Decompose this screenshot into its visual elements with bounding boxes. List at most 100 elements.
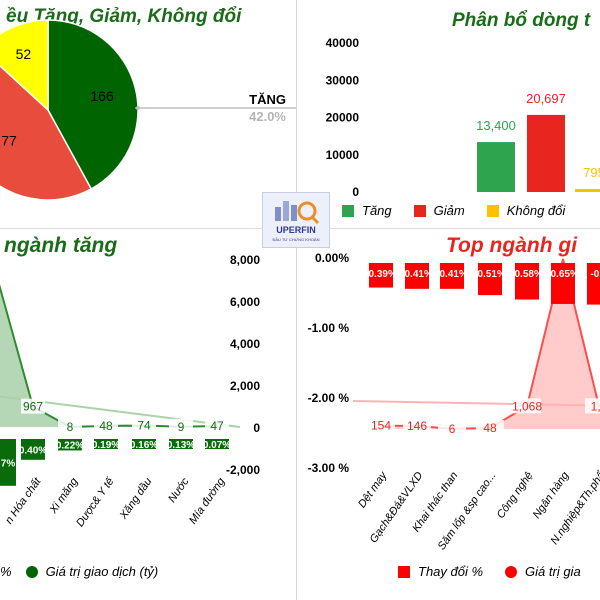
rise-value-label-bg [21, 398, 45, 414]
pie-slice-2 [0, 19, 49, 112]
rise-change-label: 0.13% [167, 440, 195, 451]
rise-change-label: 0.19% [92, 440, 120, 451]
bar-chart-title: Phân bổ dòng t [452, 10, 591, 31]
legend-item-fall-pct: Thay đổi % [398, 564, 483, 579]
flow-ytick-label: 30000 [326, 73, 360, 87]
falling-sectors-chart: 0.00%-1.00 %-2.00 %-3.00 %-0.39% -0.41% -0… [308, 251, 600, 552]
legend-item-rise-value: Giá trị giao dịch (tỷ) [25, 564, 158, 579]
fall-value-area [381, 259, 600, 429]
fall-value-label: 48 [483, 421, 497, 435]
rise-change-label: 7% [1, 458, 16, 469]
legend-item-tang: Tăng [342, 203, 392, 218]
rise-y2tick-label: 2,000 [230, 379, 260, 393]
fall-value-label-bg [367, 417, 395, 433]
rise-y2tick-label: 6,000 [230, 295, 260, 309]
legend-item-giam: Giảm [413, 203, 465, 218]
fall-value-label-bg [476, 419, 504, 435]
legend-item-rise-pct: % [0, 564, 12, 579]
fall-ytick-label: -3.00 % [308, 461, 350, 475]
fall-ytick-label: 0.00% [315, 251, 349, 265]
rise-change-bar [169, 439, 193, 449]
pie-data-label: 166 [90, 88, 114, 104]
fall-change-bar [587, 263, 600, 305]
rise-value-label: 967 [23, 400, 43, 414]
fall-value-label: 146 [407, 419, 427, 433]
fall-change-bar [440, 263, 464, 289]
pie-data-label: 77 [1, 133, 17, 149]
flow-ytick-label: 40000 [326, 36, 360, 50]
fall-category-label: Công nghệ [495, 470, 536, 521]
fall-value-label: 1,068 [512, 399, 542, 413]
rise-change-bar [205, 439, 229, 449]
fall-ytick-label: -1.00 % [308, 321, 350, 335]
flow-bar-chart: 0 10000 20000 30000 40000 13,400 20,697 795 [326, 36, 600, 199]
rise-category-label: Nước [166, 475, 192, 504]
fall-category-label: Dệt may [356, 469, 390, 511]
rise-category-label: Xi măng [47, 475, 81, 516]
rise-y2tick-label: 8,000 [230, 253, 260, 267]
rise-y2tick-label: -2,000 [226, 463, 260, 477]
fall-trend-line [352, 400, 600, 407]
flow-bar-value-label: 20,697 [526, 91, 566, 106]
superfin-logo: UPERFIN ĐẦU TƯ CHỨNG KHOÁN [262, 192, 330, 248]
pie-callout-label: TĂNG [249, 92, 286, 107]
rise-value-label-bg [169, 418, 193, 434]
logo-tagline-text: ĐẦU TƯ CHỨNG KHOÁN [273, 237, 320, 242]
flow-bar [477, 142, 515, 192]
flow-bar [575, 189, 600, 192]
rise-value-label: 8 [67, 420, 74, 434]
vertical-divider [296, 0, 297, 600]
rising-legend: % Giá trị giao dịch (tỷ) [0, 564, 180, 579]
rise-category-label: Xăng dầu [117, 476, 154, 522]
rise-value-label-bg [132, 417, 156, 433]
rise-change-bar [0, 439, 16, 486]
pie-callout-dot [136, 106, 140, 110]
fall-category-label: Ngân hàng [531, 469, 572, 521]
rise-change-bar [94, 439, 118, 449]
rise-change-bar [58, 439, 82, 451]
fall-value-label: 154 [371, 419, 391, 433]
falling-sectors-title: Top ngành gi [446, 234, 578, 257]
rise-value-label: 47 [210, 419, 224, 433]
rise-value-label-bg [58, 418, 82, 434]
rise-change-label: 0.40% [19, 445, 47, 456]
flow-bar [527, 114, 565, 192]
fall-value-label: 1,0 [591, 399, 600, 413]
fall-change-label: -0.41% [436, 269, 468, 280]
flow-bar-value-label: 795 [583, 165, 600, 180]
fall-change-label: -0.65% [547, 269, 579, 280]
rise-value-label-bg [94, 417, 118, 433]
fall-change-bar [478, 263, 502, 296]
pie-slice-1 [0, 64, 93, 201]
pie-callout-percent: 42.0% [249, 109, 286, 124]
fall-change-label: -0.39% [365, 269, 397, 280]
fall-ytick-label: -2.00 % [308, 391, 350, 405]
rise-change-label: 0.16% [130, 440, 158, 451]
rising-sectors-title: ngành tăng [4, 234, 118, 257]
rise-value-label-bg [205, 418, 229, 434]
rise-change-label: 0.22% [56, 441, 84, 452]
rise-value-label: 48 [99, 419, 113, 433]
rise-category-label: Dược& Y tế [74, 475, 117, 529]
fall-change-bar [405, 263, 429, 289]
rise-category-label: Mía đường [187, 475, 228, 526]
fall-value-label-bg [585, 398, 600, 414]
pie-chart: 166 77 52 TĂNG 42.0% [0, 19, 296, 201]
fall-change-label: -0.41% [401, 269, 433, 280]
fall-change-label: -0.6 [590, 269, 600, 280]
rise-change-label: 0.07% [203, 440, 231, 451]
rise-y2tick-label: 0 [253, 421, 260, 435]
flow-ytick-label: 10000 [326, 148, 360, 162]
flow-ytick-label: 0 [352, 185, 359, 199]
fall-change-label: -0.58% [511, 269, 543, 280]
logo-graphic-icon: UPERFIN ĐẦU TƯ CHỨNG KHOÁN [273, 201, 320, 242]
pie-data-label: 52 [16, 46, 32, 62]
rise-change-bar [21, 439, 45, 460]
fall-value-label-bg [513, 398, 541, 414]
flow-ytick-label: 20000 [326, 111, 360, 125]
rise-value-label: 9 [178, 420, 185, 434]
flow-legend: Tăng Giảm Không đổi [342, 203, 587, 218]
fall-change-bar [551, 263, 575, 304]
fall-change-bar [369, 263, 393, 288]
pie-slice-0 [47, 19, 139, 190]
